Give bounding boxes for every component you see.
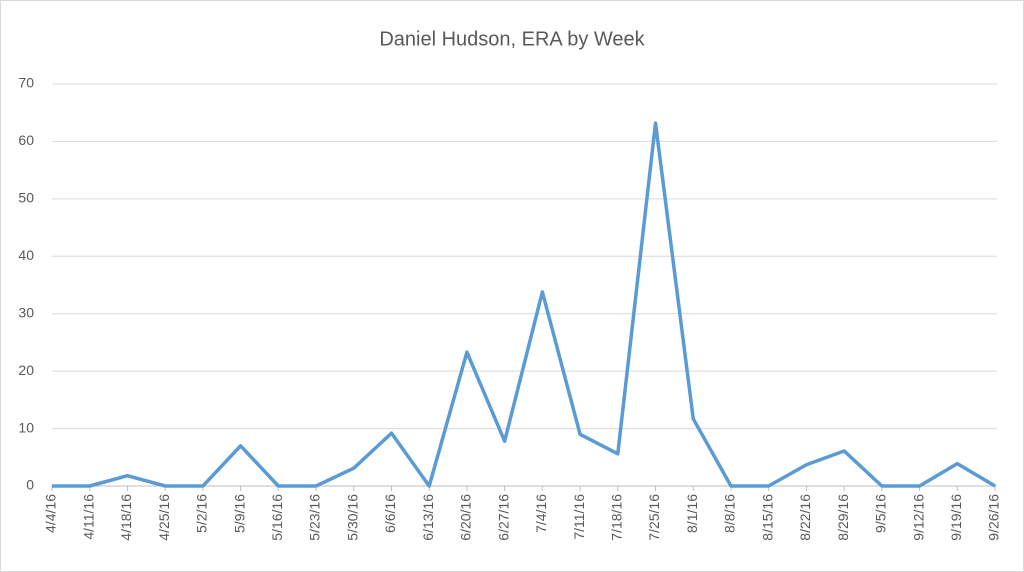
y-tick-label: 50	[18, 190, 34, 206]
data-line	[52, 121, 996, 488]
x-tick-label: 8/1/16	[684, 494, 700, 533]
y-tick-label: 20	[18, 362, 34, 378]
x-tick-label: 7/25/16	[646, 494, 662, 541]
x-tick-label: 8/15/16	[759, 494, 775, 541]
x-tick-label: 5/30/16	[344, 494, 360, 541]
chart-title: Daniel Hudson, ERA by Week	[379, 28, 645, 50]
x-tick-label: 6/27/16	[495, 494, 511, 541]
y-tick-label: 30	[18, 304, 34, 320]
x-tick-label: 5/2/16	[194, 494, 210, 533]
y-tick-label: 40	[18, 247, 34, 263]
x-tick-label: 6/20/16	[458, 494, 474, 541]
y-tick-label: 70	[18, 75, 34, 91]
x-tick-label: 7/4/16	[533, 494, 549, 533]
x-tick-label: 4/4/16	[43, 494, 59, 533]
x-tick-label: 6/6/16	[382, 494, 398, 533]
x-tick-label: 9/19/16	[948, 494, 964, 541]
x-tick-label: 7/11/16	[571, 494, 587, 540]
y-tick-label: 10	[18, 419, 34, 435]
x-tick-label: 6/13/16	[420, 494, 436, 541]
y-tick-label: 60	[18, 132, 34, 148]
x-tick-label: 9/12/16	[910, 494, 926, 541]
x-tick-label: 5/9/16	[231, 494, 247, 533]
x-tick-label: 5/16/16	[269, 494, 285, 541]
x-tick-label: 8/22/16	[797, 494, 813, 541]
x-tick-label: 4/18/16	[118, 494, 134, 541]
y-tick-label: 0	[26, 477, 34, 493]
x-tick-label: 5/23/16	[307, 494, 323, 541]
x-tick-label: 9/5/16	[873, 494, 889, 533]
x-tick-label: 4/11/16	[80, 494, 96, 540]
x-tick-label: 8/8/16	[722, 494, 738, 533]
x-tick-label: 7/18/16	[609, 494, 625, 541]
x-tick-label: 4/25/16	[156, 494, 172, 541]
x-tick-label: 8/29/16	[835, 494, 851, 541]
x-tick-label: 9/26/16	[986, 494, 1002, 541]
